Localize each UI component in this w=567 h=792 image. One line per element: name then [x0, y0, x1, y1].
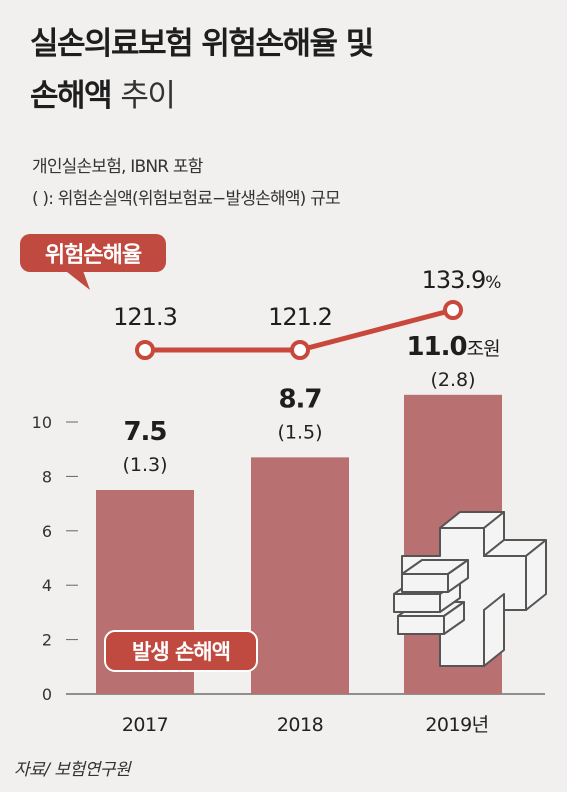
line-point-2018	[290, 340, 310, 360]
icon-part	[483, 593, 505, 667]
subtitle-line1: 개인실손보험, IBNR 포함	[32, 157, 203, 177]
line-point-2017	[135, 340, 155, 360]
line-legend-label: 위험손해율	[45, 242, 142, 268]
line-value-number: 133.9	[422, 266, 486, 294]
bar-paren-label: (1.3)	[122, 454, 167, 476]
chart-title-line1: 실손의료보험 위험손해율 및	[30, 26, 374, 62]
bar-value-label: 7.5	[123, 417, 166, 447]
icon-part	[401, 573, 449, 593]
line-value-label: 121.2	[268, 303, 332, 331]
y-tick-label: 8	[42, 467, 52, 486]
y-tick-label: 4	[42, 576, 52, 595]
icon-part	[397, 615, 445, 635]
icon-part	[443, 601, 465, 635]
y-tick-label: 0	[42, 685, 52, 704]
source-note: 자료/ 보험연구원	[14, 760, 131, 780]
bar-value-label: 8.7	[278, 384, 321, 414]
line-point-2019년	[443, 300, 463, 320]
bar-value-number: 7.5	[123, 417, 166, 447]
line-value-label: 133.9%	[422, 266, 502, 294]
line-value-number: 121.3	[113, 303, 177, 331]
bar-legend-label: 발생 손해액	[132, 640, 230, 664]
bar-2018	[251, 457, 349, 694]
y-tick-label: 2	[42, 631, 52, 650]
y-tick-label: 6	[42, 522, 52, 541]
line-value-unit: %	[485, 273, 501, 293]
x-tick-label: 2019년	[425, 714, 488, 736]
icon-part	[393, 593, 441, 613]
line-value-label: 121.3	[113, 303, 177, 331]
bar-paren-label: (2.8)	[430, 369, 475, 391]
bar-legend-badge	[104, 630, 258, 672]
bar-paren-label: (1.5)	[277, 421, 322, 443]
line-legend-pointer	[48, 268, 90, 290]
bar-value-unit: 조원	[467, 338, 500, 360]
icon-part	[447, 559, 469, 593]
bar-value-label: 11.0조원	[406, 332, 499, 362]
medical-cross-with-bills-icon	[393, 511, 547, 667]
icon-part	[525, 539, 547, 611]
y-tick-label: 10	[32, 413, 52, 432]
chart-title-light: 추이	[120, 78, 176, 114]
x-tick-label: 2018	[277, 714, 323, 736]
line-value-number: 121.2	[268, 303, 332, 331]
subtitle-line2: ( ): 위험손실액(위험보험료−발생손해액) 규모	[32, 189, 341, 209]
chart-title-line2: 손해액 추이	[30, 70, 176, 115]
x-tick-label: 2017	[122, 714, 168, 736]
chart-title-bold: 손해액	[30, 78, 113, 114]
bar-value-number: 11.0	[406, 332, 466, 362]
line-legend-badge	[20, 234, 166, 272]
bar-value-number: 8.7	[278, 384, 321, 414]
